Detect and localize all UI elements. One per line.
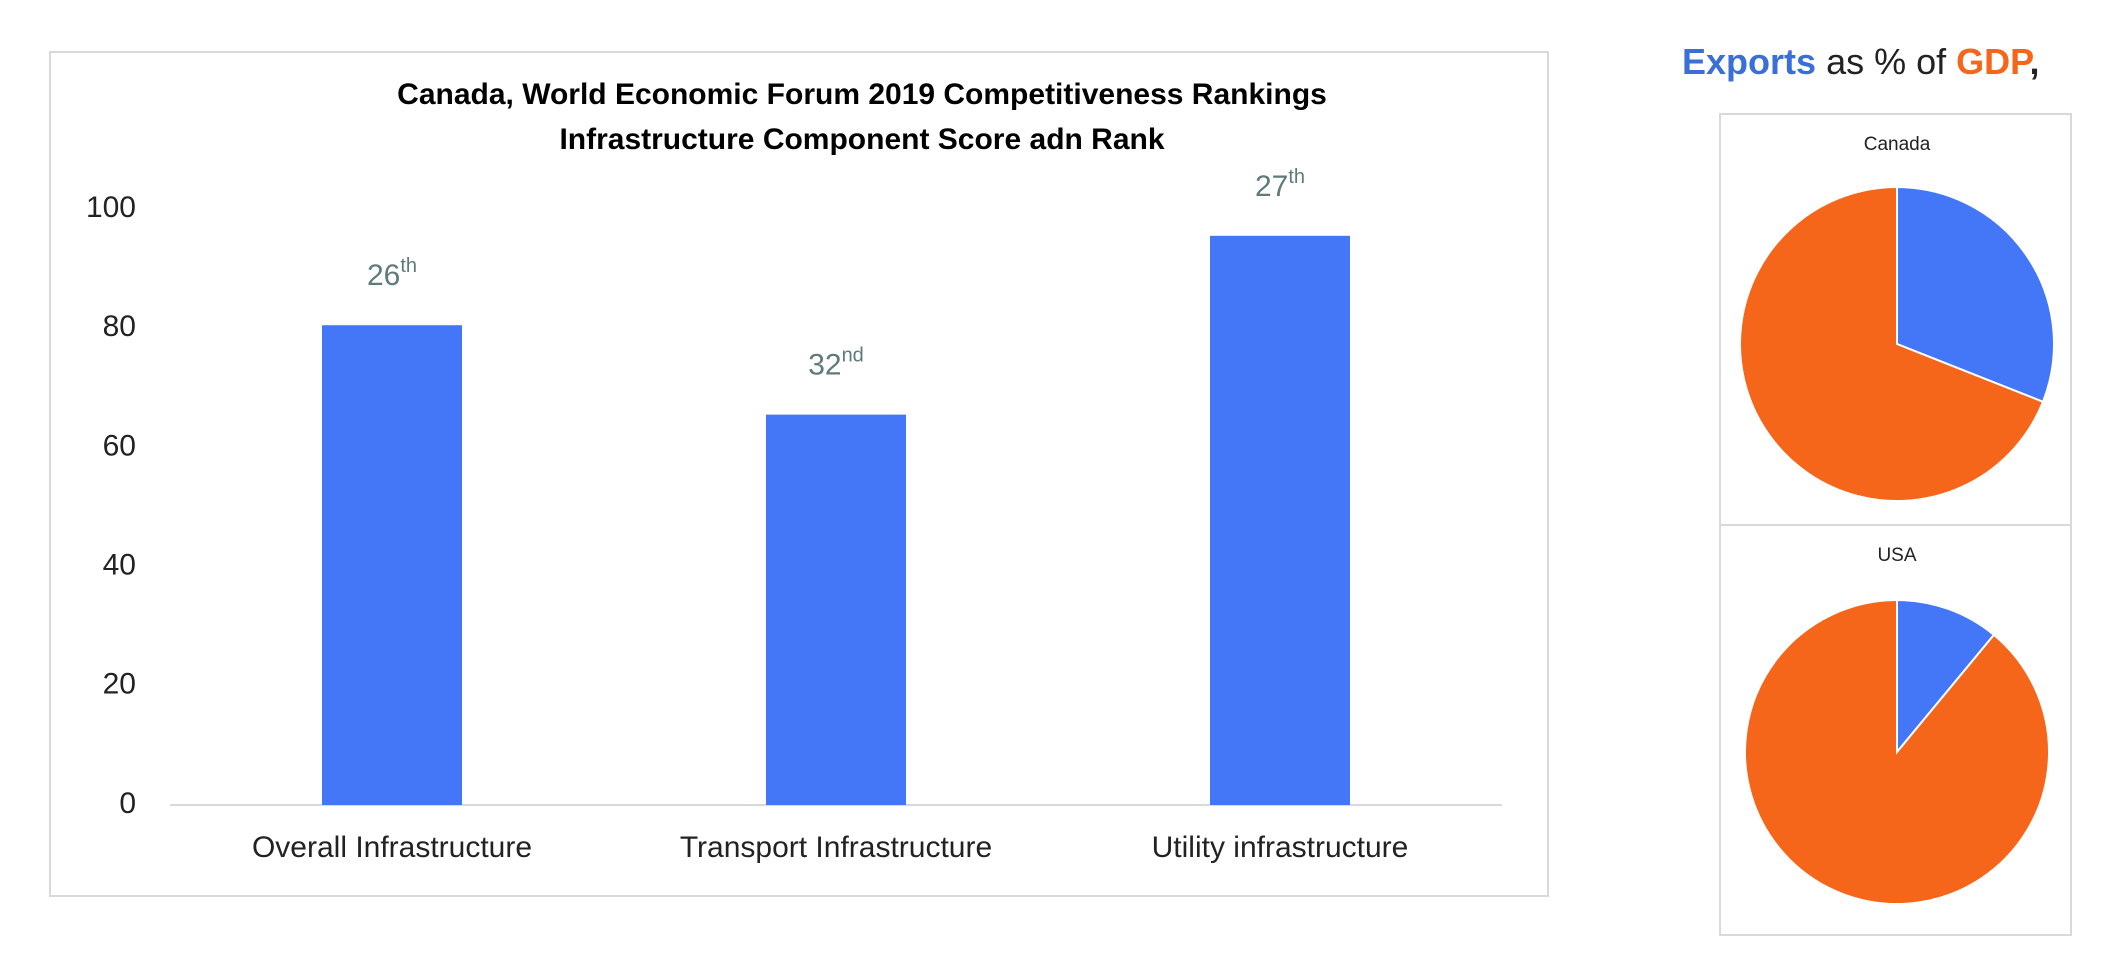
chart-title: Canada, World Economic Forum 2019 Compet… — [397, 78, 1327, 111]
rank-suffix: th — [1288, 166, 1305, 188]
y-tick-label: 40 — [103, 549, 136, 582]
x-tick-label: Transport Infrastructure — [680, 831, 992, 864]
pie-slice — [1744, 598, 2051, 905]
header-middle: as % of — [1826, 41, 1947, 82]
rank-label: 26th — [367, 256, 417, 293]
pie-slice — [1738, 185, 2045, 502]
bar — [766, 414, 906, 805]
rank-number: 32 — [808, 349, 841, 382]
chart-subtitle: Infrastructure Component Score adn Rank — [559, 123, 1164, 156]
rank-label: 27th — [1255, 166, 1305, 203]
rank-number: 26 — [367, 259, 400, 292]
pie-title: Canada — [1864, 134, 1931, 155]
rank-suffix: th — [400, 256, 417, 278]
y-tick-label: 60 — [103, 429, 136, 462]
header-gdp: GDP — [1956, 41, 2033, 82]
x-tick-label: Overall Infrastructure — [252, 831, 532, 864]
rank-label: 32nd — [808, 345, 864, 382]
pie-slice — [1896, 185, 2055, 404]
rank-number: 27 — [1255, 170, 1288, 203]
rank-suffix: nd — [842, 345, 864, 367]
pie-title: USA — [1877, 545, 1916, 566]
pie-header: Exports as % of GDP, — [1682, 41, 2040, 82]
pie-slice — [1896, 598, 1996, 755]
y-tick-label: 20 — [103, 668, 136, 701]
bar — [1210, 235, 1350, 805]
header-end: , — [2030, 41, 2040, 82]
x-tick-label: Utility infrastructure — [1152, 831, 1409, 864]
y-tick-label: 0 — [119, 787, 136, 820]
header-exports: Exports — [1682, 41, 1816, 82]
bar — [322, 325, 462, 805]
y-tick-label: 100 — [86, 191, 136, 224]
y-tick-label: 80 — [103, 310, 136, 343]
